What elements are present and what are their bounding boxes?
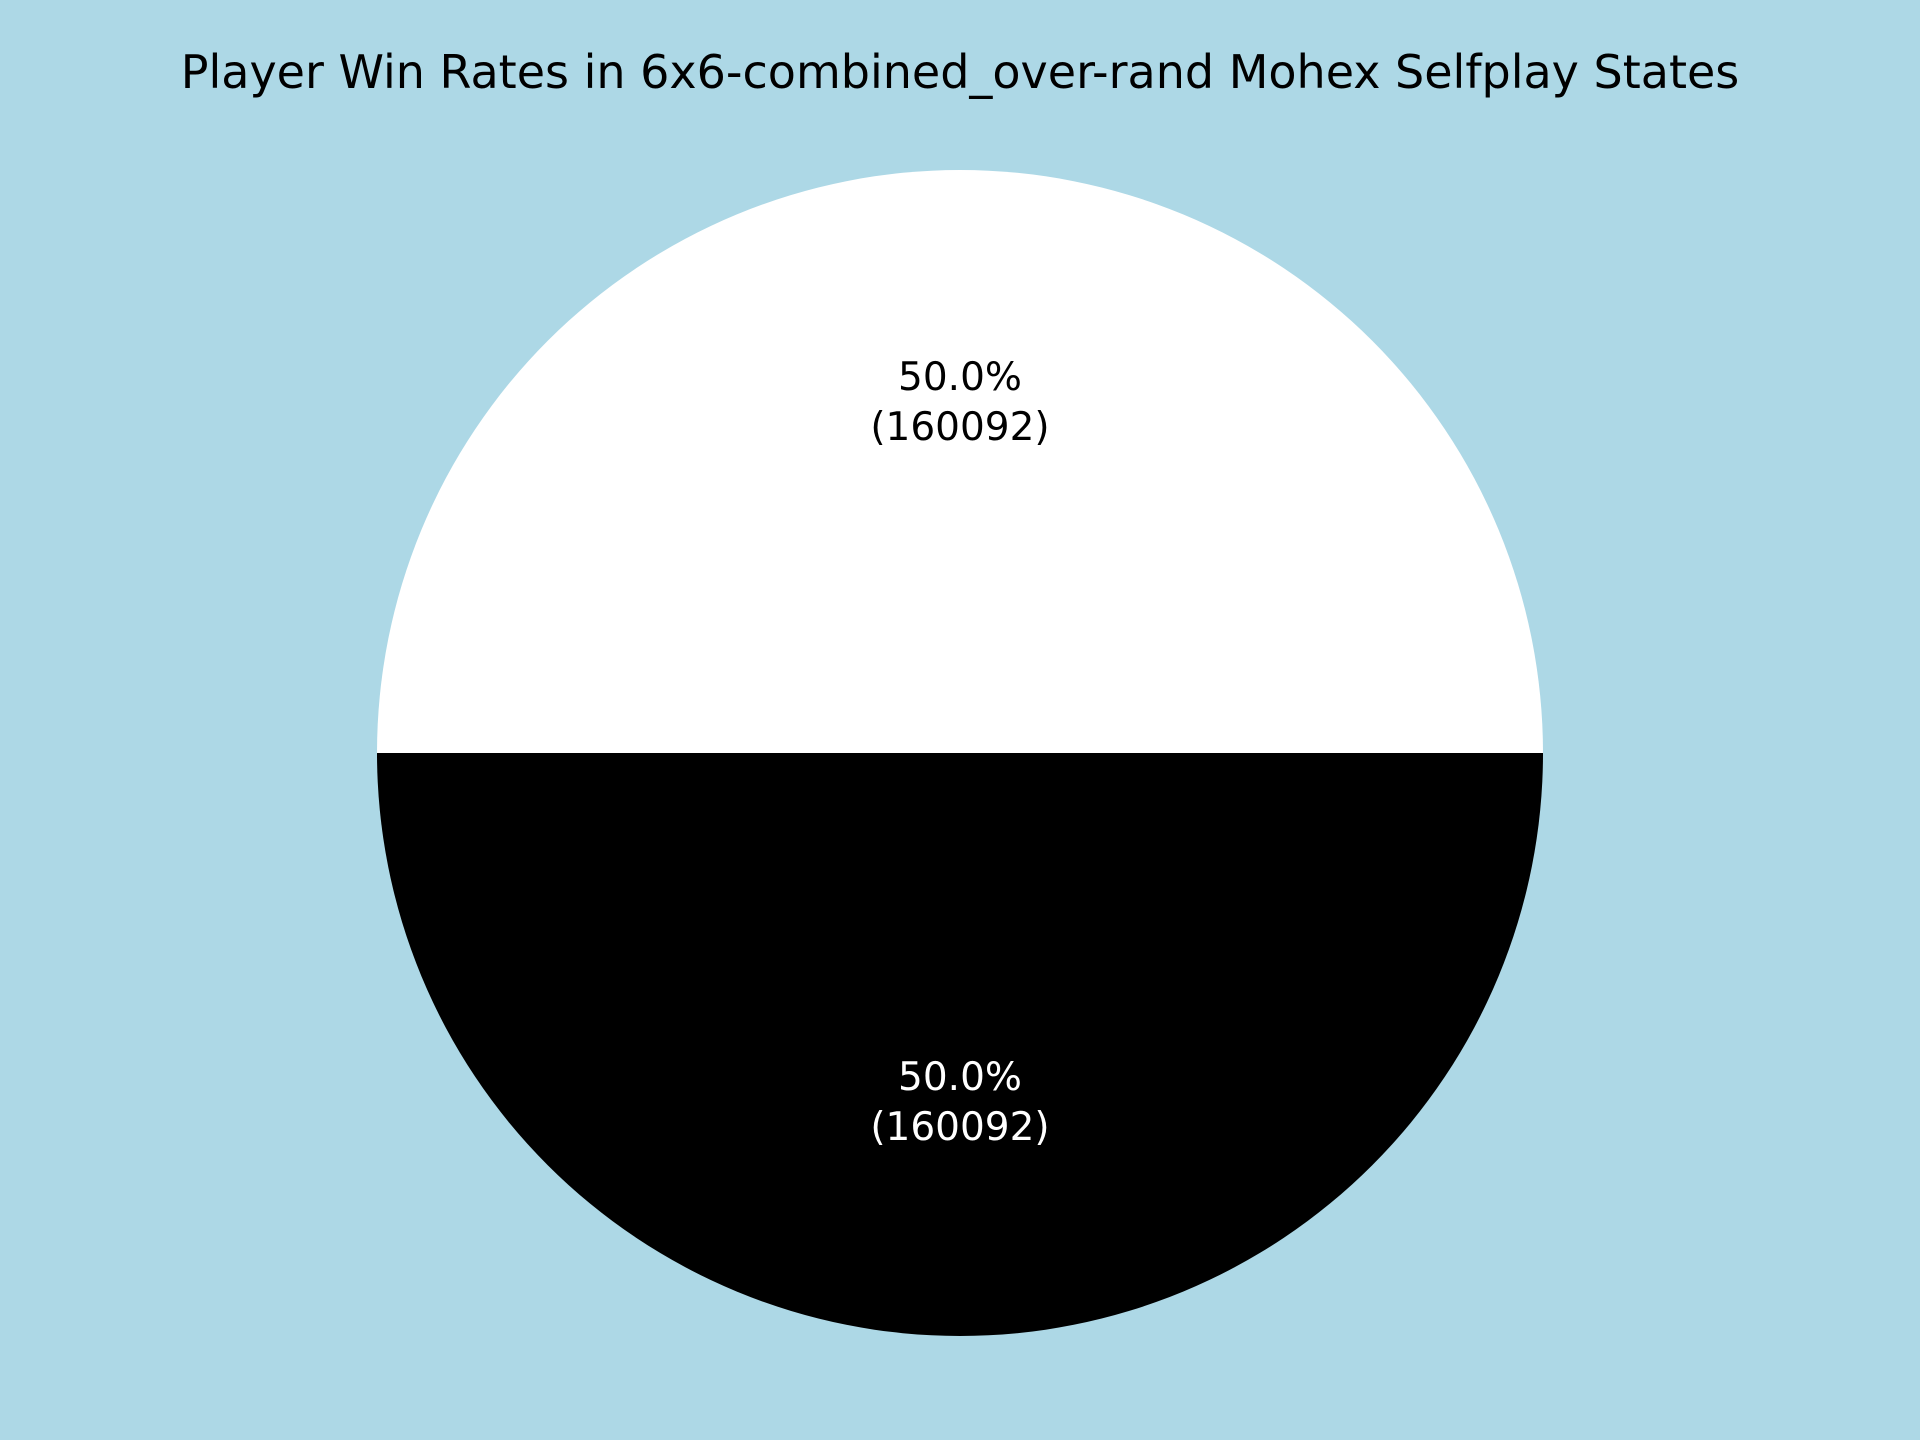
chart-title: Player Win Rates in 6x6-combined_over-ra… bbox=[180, 45, 1740, 99]
slice-count-label-2: (160092) bbox=[870, 1105, 1049, 1150]
pie-slice-2 bbox=[377, 753, 1543, 1336]
slice-percent-label-2: 50.0% bbox=[898, 1055, 1022, 1100]
slice-percent-label-1: 50.0% bbox=[898, 355, 1022, 400]
pie-slice-1 bbox=[377, 170, 1543, 753]
slice-count-label-1: (160092) bbox=[870, 405, 1049, 450]
